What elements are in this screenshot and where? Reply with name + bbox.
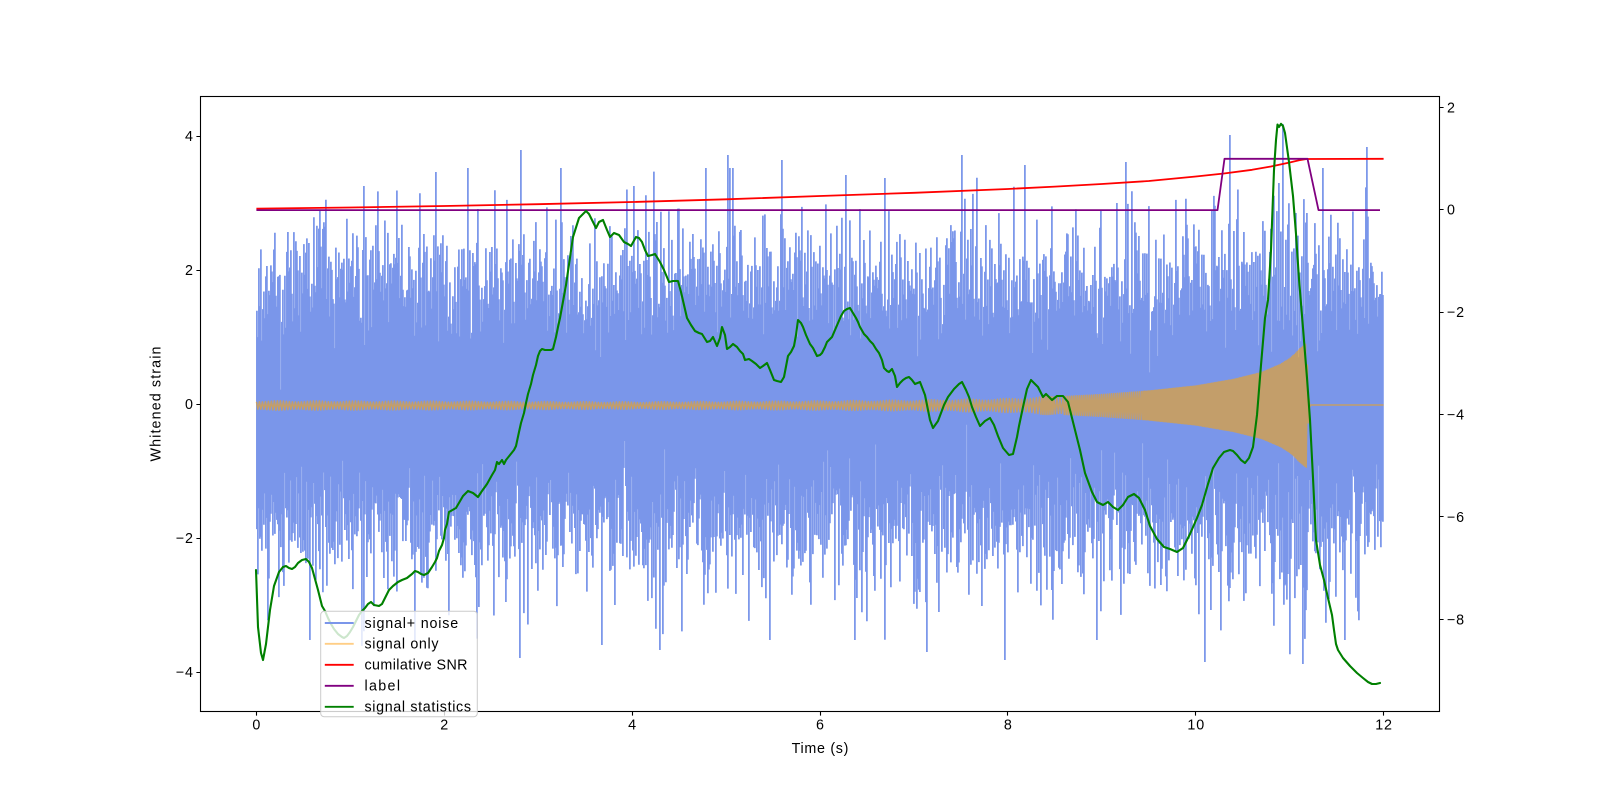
svg-text:signal statistics: signal statistics (365, 700, 472, 716)
svg-text:8: 8 (1004, 718, 1012, 734)
svg-text:4: 4 (185, 129, 193, 145)
svg-text:−4: −4 (176, 665, 193, 681)
svg-text:−6: −6 (1447, 510, 1464, 526)
svg-text:4: 4 (628, 718, 636, 734)
svg-text:0: 0 (1447, 203, 1455, 219)
svg-text:12: 12 (1375, 718, 1392, 734)
svg-text:−4: −4 (1447, 408, 1464, 424)
svg-text:6: 6 (816, 718, 824, 734)
svg-text:2: 2 (185, 263, 193, 279)
svg-text:Time (s): Time (s) (792, 741, 849, 757)
svg-text:signal+ noise: signal+ noise (365, 616, 459, 632)
svg-text:10: 10 (1187, 718, 1204, 734)
svg-text:2: 2 (440, 718, 448, 734)
svg-text:0: 0 (185, 397, 193, 413)
svg-text:−8: −8 (1447, 612, 1464, 628)
svg-text:signal only: signal only (365, 637, 440, 653)
svg-text:2: 2 (1447, 100, 1455, 116)
svg-text:0: 0 (252, 718, 260, 734)
svg-text:−2: −2 (1447, 305, 1464, 321)
svg-text:Whitened strain: Whitened strain (149, 346, 165, 461)
svg-text:cumilative SNR: cumilative SNR (365, 658, 468, 674)
svg-text:−2: −2 (176, 531, 193, 547)
svg-text:label: label (365, 679, 401, 695)
